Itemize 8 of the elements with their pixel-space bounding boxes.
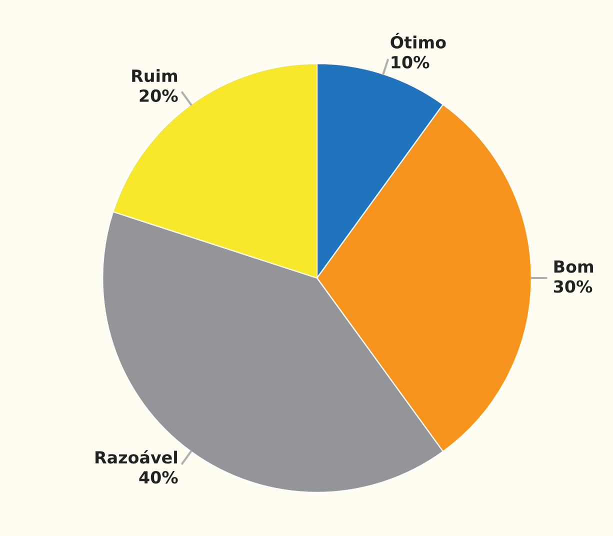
data-label: 10% (392, 56, 430, 69)
data-label: 30% (554, 280, 592, 293)
data-label: 40% (139, 470, 178, 484)
slice-label: Ótimo (390, 32, 446, 49)
slice-label: Bom (554, 260, 594, 273)
slice-label: Razoável (96, 450, 177, 464)
data-label: 20% (140, 89, 178, 102)
slice-label: Ruim (132, 69, 178, 82)
